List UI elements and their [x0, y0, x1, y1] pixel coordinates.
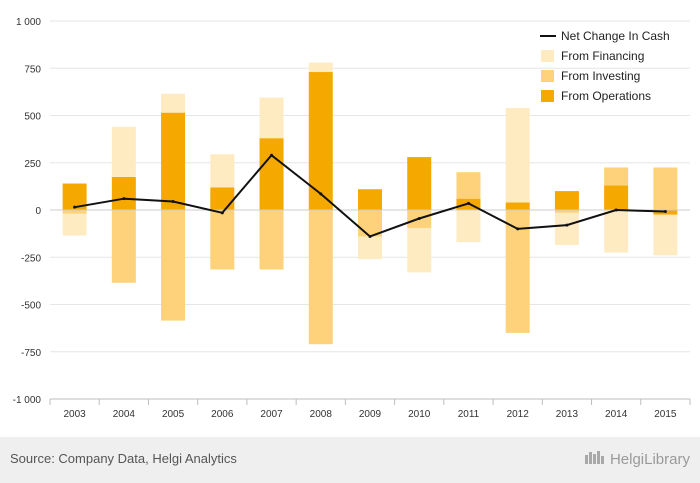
y-axis: 1 000 750 500 250 0 -250 -500 -750 -1 000 [13, 17, 42, 406]
legend: Net Change In Cash From Financing From Inv… [540, 29, 670, 103]
bar-from-financing-2011 [456, 210, 481, 243]
bar-from-investing-2013 [554, 210, 579, 213]
bar-from-operations-2014 [604, 185, 629, 210]
y-tick-label: -750 [21, 348, 41, 359]
bar-from-investing-2004 [111, 210, 136, 283]
legend-swatch-from-operations [541, 90, 554, 102]
net-change-point [466, 201, 470, 205]
net-change-point [614, 208, 618, 212]
bar-from-investing-2008 [308, 210, 333, 345]
y-tick-label: 250 [24, 159, 41, 170]
bar-from-financing-2010 [407, 227, 432, 273]
bar-from-financing-2012 [505, 107, 530, 203]
net-change-point [516, 227, 520, 231]
y-tick-label: 750 [24, 64, 41, 75]
source-text: Source: Company Data, Helgi Analytics [10, 451, 237, 466]
y-tick-label: 500 [24, 112, 41, 123]
bar-from-operations-2013 [554, 191, 579, 210]
x-tick-label: 2009 [359, 409, 382, 420]
bar-from-investing-2007 [259, 210, 284, 270]
bar-from-investing-2015 [653, 167, 678, 210]
legend-swatch-from-financing [541, 50, 554, 62]
bar-from-operations-2009 [358, 189, 382, 210]
x-tick-label: 2006 [211, 409, 234, 420]
x-tick-label: 2010 [408, 409, 431, 420]
net-change-point [220, 211, 224, 215]
bar-from-investing-2003 [62, 210, 87, 214]
legend-label-from-operations: From Operations [561, 89, 651, 103]
bar-from-financing-2015 [653, 214, 678, 256]
net-change-point [565, 223, 569, 227]
net-change-point [417, 217, 421, 221]
bar-from-financing-2004 [111, 126, 136, 177]
bar-from-operations-2007 [259, 138, 284, 210]
bar-from-financing-2005 [161, 93, 186, 113]
bar-from-operations-2005 [161, 112, 186, 210]
net-change-line [73, 153, 667, 238]
net-change-point [270, 153, 274, 157]
y-tick-label: 1 000 [16, 17, 41, 28]
y-tick-label: -250 [21, 253, 41, 264]
bar-from-financing-2003 [62, 213, 87, 236]
net-change-point [122, 197, 126, 201]
x-tick-label: 2007 [260, 409, 283, 420]
bar-from-operations-2010 [407, 157, 432, 210]
bar-from-financing-2006 [210, 154, 235, 188]
logo-text: HelgiLibrary [609, 450, 690, 468]
x-tick-label: 2003 [63, 409, 86, 420]
footer-bar [0, 437, 700, 483]
x-tick-label: 2004 [113, 409, 136, 420]
net-change-point [319, 192, 323, 196]
legend-label-from-financing: From Financing [561, 49, 644, 63]
bar-from-investing-2009 [358, 210, 382, 237]
bar-from-financing-2009 [358, 236, 382, 260]
x-tick-label: 2013 [556, 409, 579, 420]
net-change-point [73, 205, 77, 209]
net-change-point [171, 199, 175, 203]
x-tick-label: 2015 [654, 409, 677, 420]
bar-from-financing-2007 [259, 97, 284, 139]
net-change-point [368, 234, 372, 238]
bar-from-investing-2006 [210, 210, 235, 270]
bar-from-operations-2006 [210, 187, 235, 210]
bar-from-operations-2008 [308, 72, 333, 210]
legend-label-from-investing: From Investing [561, 69, 640, 83]
bar-from-investing-2011 [456, 172, 481, 199]
library-icon [584, 449, 606, 469]
bars [62, 62, 678, 345]
bar-from-financing-2013 [554, 212, 579, 245]
y-tick-label: -500 [21, 301, 41, 312]
bar-from-operations-2012 [505, 202, 530, 210]
y-tick-label: -1 000 [13, 395, 42, 406]
legend-label-net-change-in-cash: Net Change In Cash [561, 29, 670, 43]
x-tick-label: 2014 [605, 409, 628, 420]
net-change-point [663, 210, 667, 214]
bar-from-investing-2005 [161, 210, 186, 321]
x-tick-label: 2012 [507, 409, 530, 420]
x-axis: 2003 2004 2005 2006 2007 2008 2009 2010 2011 2012… [49, 398, 691, 420]
bar-from-operations-2004 [111, 176, 136, 210]
x-tick-label: 2005 [162, 409, 185, 420]
bar-from-investing-2014 [604, 167, 629, 186]
x-tick-label: 2008 [310, 409, 333, 420]
bar-from-financing-2014 [604, 210, 629, 253]
bar-from-investing-2012 [505, 210, 530, 333]
bar-from-financing-2008 [308, 62, 333, 73]
x-tick-label: 2011 [458, 409, 480, 420]
helgi-library-logo: HelgiLibrary [584, 449, 690, 469]
legend-swatch-from-investing [541, 70, 554, 82]
y-tick-label: 0 [35, 206, 41, 217]
